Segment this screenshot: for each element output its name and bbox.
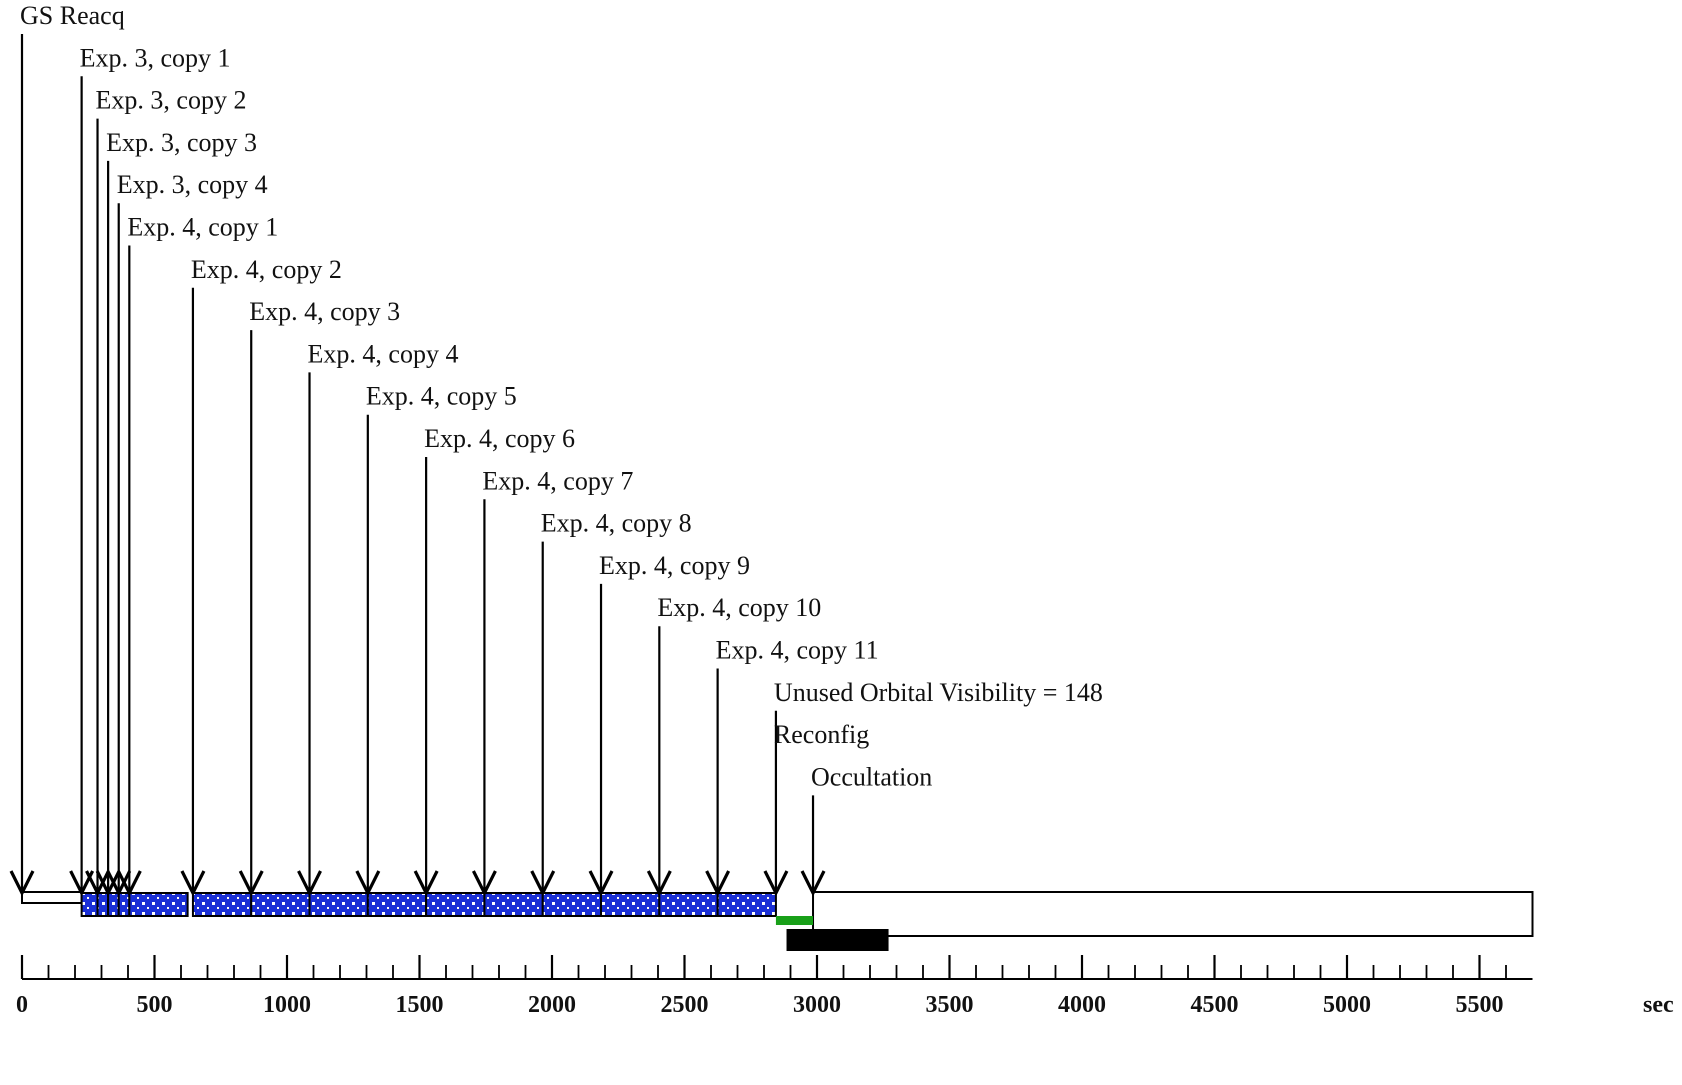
event-arrowhead-12 [530,870,556,897]
event-arrowhead-13 [588,870,614,897]
axis-tick-label-3000: 3000 [793,992,841,1018]
event-arrowhead-6 [180,870,206,897]
axis-tick-label-4000: 4000 [1058,992,1106,1018]
event-arrowhead-14 [646,870,672,897]
event-label-11: Exp. 4, copy 7 [482,466,633,495]
axis-tick-label-3500: 3500 [926,992,974,1018]
event-label-15: Exp. 4, copy 11 [716,636,879,665]
exposure-segment-10 [483,892,544,917]
event-arrowhead-8 [297,870,322,897]
axis-tick-label-2000: 2000 [528,992,576,1018]
event-label-17: Reconfig [774,720,869,749]
exposure-segment-13 [658,892,719,917]
exposure-segment-9 [425,892,486,917]
event-arrowhead-3 [95,870,121,897]
axis-tick-label-5500: 5500 [1456,992,1504,1018]
event-label-3: Exp. 3, copy 3 [106,128,257,157]
event-label-13: Exp. 4, copy 9 [599,551,750,580]
event-arrowhead-7 [238,870,264,897]
exposure-segment-6 [250,892,311,917]
occultation-box [812,891,1534,937]
event-label-2: Exp. 3, copy 2 [96,86,247,115]
event-arrowhead-2 [85,870,110,897]
event-markers: GS Reacq Exp. 3, copy 1 Exp. 3, copy 2 Exp.… [9,1,1103,897]
timeline-bars [21,891,1534,951]
event-label-14: Exp. 4, copy 10 [657,593,821,622]
event-label-4: Exp. 3, copy 4 [117,170,268,199]
exposure-segment-7 [308,892,369,917]
event-label-8: Exp. 4, copy 4 [308,339,459,368]
exposure-segment-5 [191,892,253,917]
event-label-7: Exp. 4, copy 3 [249,297,400,326]
event-label-5: Exp. 4, copy 1 [127,213,278,242]
axis-tick-label-5000: 5000 [1323,992,1371,1018]
exposure-segment-14 [716,892,777,917]
axis-tick-label-0: 0 [16,992,28,1018]
exposure-segment-4 [128,892,189,917]
axis-unit-label: sec [1643,992,1674,1018]
event-arrowhead-5 [116,870,142,897]
time-axis: 0 500 1000 1500 2000 2500 3000 3500 4000 4500 5000… [16,955,1674,1018]
event-arrowhead-15 [705,870,731,897]
event-label-18: Occultation [811,762,932,791]
axis-tick-label-1000: 1000 [263,992,311,1018]
event-label-0: GS Reacq [20,1,125,30]
axis-tick-label-1500: 1500 [396,992,444,1018]
event-label-9: Exp. 4, copy 5 [366,382,517,411]
event-arrowhead-18 [800,870,826,897]
event-label-12: Exp. 4, copy 8 [541,509,692,538]
reconfig-bar [775,916,814,925]
event-label-10: Exp. 4, copy 6 [424,424,575,453]
event-arrowhead-11 [471,870,497,897]
exposure-segment-8 [366,892,428,917]
exposure-segment-0 [80,892,99,917]
axis-tick-label-4500: 4500 [1191,992,1239,1018]
exposure-segment-12 [600,892,661,917]
event-arrowhead-4 [106,870,132,897]
reacq-box [21,891,83,904]
event-label-1: Exp. 3, copy 1 [80,43,231,72]
exposure-segment-1 [96,892,110,917]
exposure-segment-3 [117,892,131,917]
exposure-segment-2 [107,892,120,917]
event-arrowhead-9 [355,870,381,897]
axis-tick-label-500: 500 [137,992,173,1018]
event-label-16: Unused Orbital Visibility = 148 [774,678,1103,707]
event-arrowhead-16 [763,870,789,897]
event-label-6: Exp. 4, copy 2 [191,255,342,284]
unused-visibility-bar [786,929,889,951]
exposure-segment-11 [541,892,603,917]
axis-tick-label-2500: 2500 [661,992,709,1018]
event-arrowhead-0 [9,870,35,897]
event-arrowhead-10 [413,870,439,897]
